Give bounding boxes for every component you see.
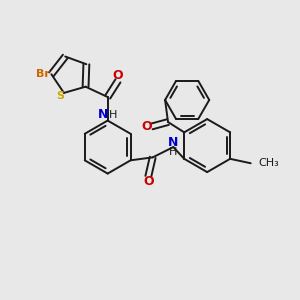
Text: H: H xyxy=(109,110,117,120)
Text: S: S xyxy=(56,92,64,101)
Text: N: N xyxy=(98,108,108,121)
Text: O: O xyxy=(141,120,152,133)
Text: N: N xyxy=(168,136,178,148)
Text: H: H xyxy=(169,147,178,157)
Text: O: O xyxy=(143,175,154,188)
Text: Br: Br xyxy=(36,69,50,79)
Text: CH₃: CH₃ xyxy=(258,158,279,168)
Text: O: O xyxy=(113,69,123,82)
